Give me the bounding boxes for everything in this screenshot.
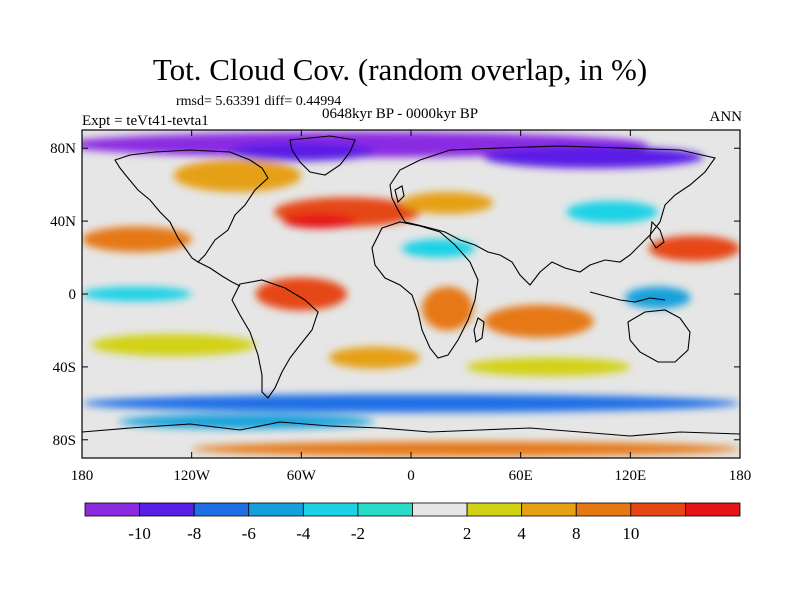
coastline-australia — [627, 309, 691, 363]
coastline-madagascar — [473, 317, 485, 343]
colorbar-label: -4 — [296, 524, 311, 543]
field-patch-europe — [401, 191, 494, 214]
period-label: 0648kyr BP - 0000kyr BP — [322, 106, 479, 122]
field-patch-africa — [421, 286, 474, 331]
experiment-label: Expt = teVt41-tevta1 — [82, 113, 209, 129]
coastline-south-america — [231, 279, 319, 399]
y-tick-label: 40S — [53, 360, 76, 376]
colorbar-label: 8 — [572, 524, 581, 543]
field-patch-n-africa — [401, 239, 475, 258]
field-patch-greenland — [228, 142, 375, 162]
field-patch-n-pacific-e — [648, 235, 740, 262]
field-patch-southern-ocean-2 — [118, 414, 375, 429]
field-patch-asia-east — [566, 201, 658, 223]
coastline-africa — [371, 221, 479, 359]
colorbar-segment — [412, 502, 468, 517]
coastline-british-isles — [394, 185, 405, 204]
map-title: Tot. Cloud Cov. (random overlap, in %) — [152, 52, 648, 87]
x-tick-label: 180 — [729, 468, 752, 484]
field-patch-s-pacific — [91, 334, 256, 356]
colorbar-segment — [357, 502, 413, 517]
y-tick-label: 40N — [50, 214, 76, 230]
colorbar-label: -6 — [242, 524, 256, 543]
field-patch-siberia — [484, 146, 704, 169]
coastline-greenland — [289, 135, 356, 176]
x-tick-label: 120E — [614, 468, 646, 484]
x-tick-label: 60E — [509, 468, 533, 484]
coastline-central-america — [197, 261, 241, 287]
colorbar-segment — [630, 502, 686, 517]
coastline-japan — [649, 220, 665, 249]
colorbar-segment — [466, 502, 523, 517]
colorbar-label: -10 — [128, 524, 151, 543]
colorbar-segment — [521, 502, 577, 517]
y-tick-label: 80N — [50, 141, 76, 157]
colorbar-segment — [139, 502, 195, 517]
coastline-eurasia — [389, 145, 716, 286]
colorbar-segment — [302, 502, 359, 517]
colorbar-segment — [193, 502, 250, 517]
colorbar-label: -8 — [187, 524, 201, 543]
field-patch-antarctic — [191, 441, 740, 457]
field-patch-canada — [173, 159, 302, 193]
coastline-antarctica — [82, 421, 740, 437]
field-patch-west-pacific — [624, 286, 691, 309]
field-patch-s-atlantic — [328, 346, 421, 369]
colorbar-segment — [248, 502, 304, 517]
stats-label: rmsd= 5.63391 diff= 0.44994 — [176, 94, 342, 109]
field-patch-tropical-pacific — [82, 286, 192, 302]
x-tick-label: 60W — [287, 468, 317, 484]
colorbar-label: 10 — [622, 524, 639, 543]
field-patch-indian-ocean — [484, 304, 594, 338]
season-label: ANN — [709, 109, 743, 125]
colorbar-label: 4 — [517, 524, 526, 543]
field-patch-n-pacific-w — [82, 226, 192, 253]
y-tick-label: 0 — [69, 287, 77, 303]
colorbar-label: -2 — [351, 524, 365, 543]
colorbar-segment — [685, 502, 741, 517]
colorbar-segment — [575, 502, 632, 517]
colorbar-label: 2 — [463, 524, 472, 543]
colorbar-segment — [84, 502, 140, 517]
coastline-indonesia — [589, 291, 666, 303]
field-patch-n-atlantic-core — [283, 213, 357, 229]
field-patch-southern-ocean — [82, 394, 740, 413]
x-tick-label: 120W — [173, 468, 211, 484]
x-tick-label: 180 — [71, 468, 94, 484]
y-tick-label: 80S — [53, 433, 76, 449]
field-patch-s-indian — [465, 357, 631, 377]
x-tick-label: 0 — [407, 468, 415, 484]
